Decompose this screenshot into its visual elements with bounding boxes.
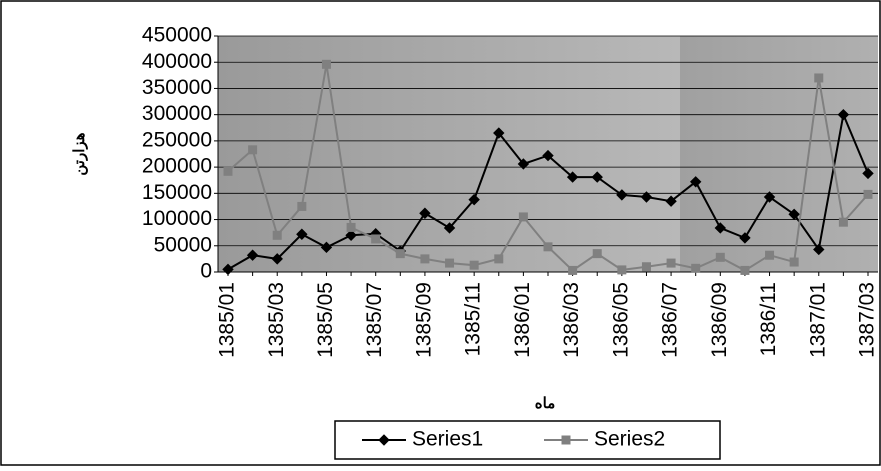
chart: هزارتن ماه 0 50000 100000 150000 200000 25000…	[0, 0, 881, 466]
data-point	[446, 259, 454, 267]
data-point	[372, 235, 380, 243]
x-tick-label: 1385/01	[216, 282, 239, 358]
data-point	[298, 202, 306, 210]
data-point	[667, 259, 675, 267]
data-point	[593, 250, 601, 258]
x-tick-label: 1385/11	[462, 282, 485, 356]
data-point	[766, 251, 774, 259]
data-point	[347, 223, 355, 231]
x-tick-label: 1387/03	[856, 282, 879, 358]
y-tick-label: 200000	[142, 155, 212, 178]
x-tick-label: 1385/05	[314, 282, 337, 358]
data-point	[716, 253, 724, 261]
data-point	[470, 261, 478, 269]
y-axis-title: هزارتن	[71, 132, 88, 175]
data-point	[864, 190, 872, 198]
data-point	[273, 231, 281, 239]
y-tick-label: 150000	[142, 181, 212, 204]
x-tick-label: 1386/03	[560, 282, 583, 358]
data-point	[642, 263, 650, 271]
x-tick-label: 1385/03	[265, 282, 288, 358]
legend-label: Series2	[594, 428, 665, 451]
data-point	[249, 146, 257, 154]
y-tick-label: 350000	[142, 76, 212, 99]
data-point	[544, 243, 552, 251]
data-point	[224, 167, 232, 175]
y-tick-label: 450000	[142, 24, 212, 47]
x-tick-label: 1386/09	[708, 282, 731, 358]
data-point	[692, 264, 700, 272]
x-tick-label: 1385/07	[363, 282, 386, 358]
legend-marker	[562, 436, 570, 444]
x-tick-label: 1385/09	[412, 282, 435, 358]
y-tick-label: 0	[200, 260, 212, 283]
y-tick-label: 300000	[142, 102, 212, 125]
x-tick-label: 1386/05	[609, 282, 632, 358]
data-point	[421, 255, 429, 263]
x-tick-label: 1386/07	[659, 282, 682, 358]
x-tick-label: 1386/11	[757, 282, 780, 356]
legend-label: Series1	[412, 428, 483, 451]
y-tick-label: 250000	[142, 128, 212, 151]
data-point	[618, 266, 626, 274]
x-tick-label: 1386/01	[511, 282, 534, 358]
data-point	[495, 255, 503, 263]
y-tick-label: 400000	[142, 50, 212, 73]
data-point	[519, 213, 527, 221]
x-axis-title: ماه	[535, 395, 555, 412]
data-point	[569, 266, 577, 274]
x-tick-label: 1387/01	[806, 282, 829, 358]
data-point	[396, 250, 404, 258]
data-point	[790, 258, 798, 266]
y-tick-label: 50000	[154, 233, 212, 256]
data-point	[815, 74, 823, 82]
data-point	[741, 266, 749, 274]
y-tick-label: 100000	[142, 207, 212, 230]
data-point	[839, 218, 847, 226]
data-point	[322, 60, 330, 68]
